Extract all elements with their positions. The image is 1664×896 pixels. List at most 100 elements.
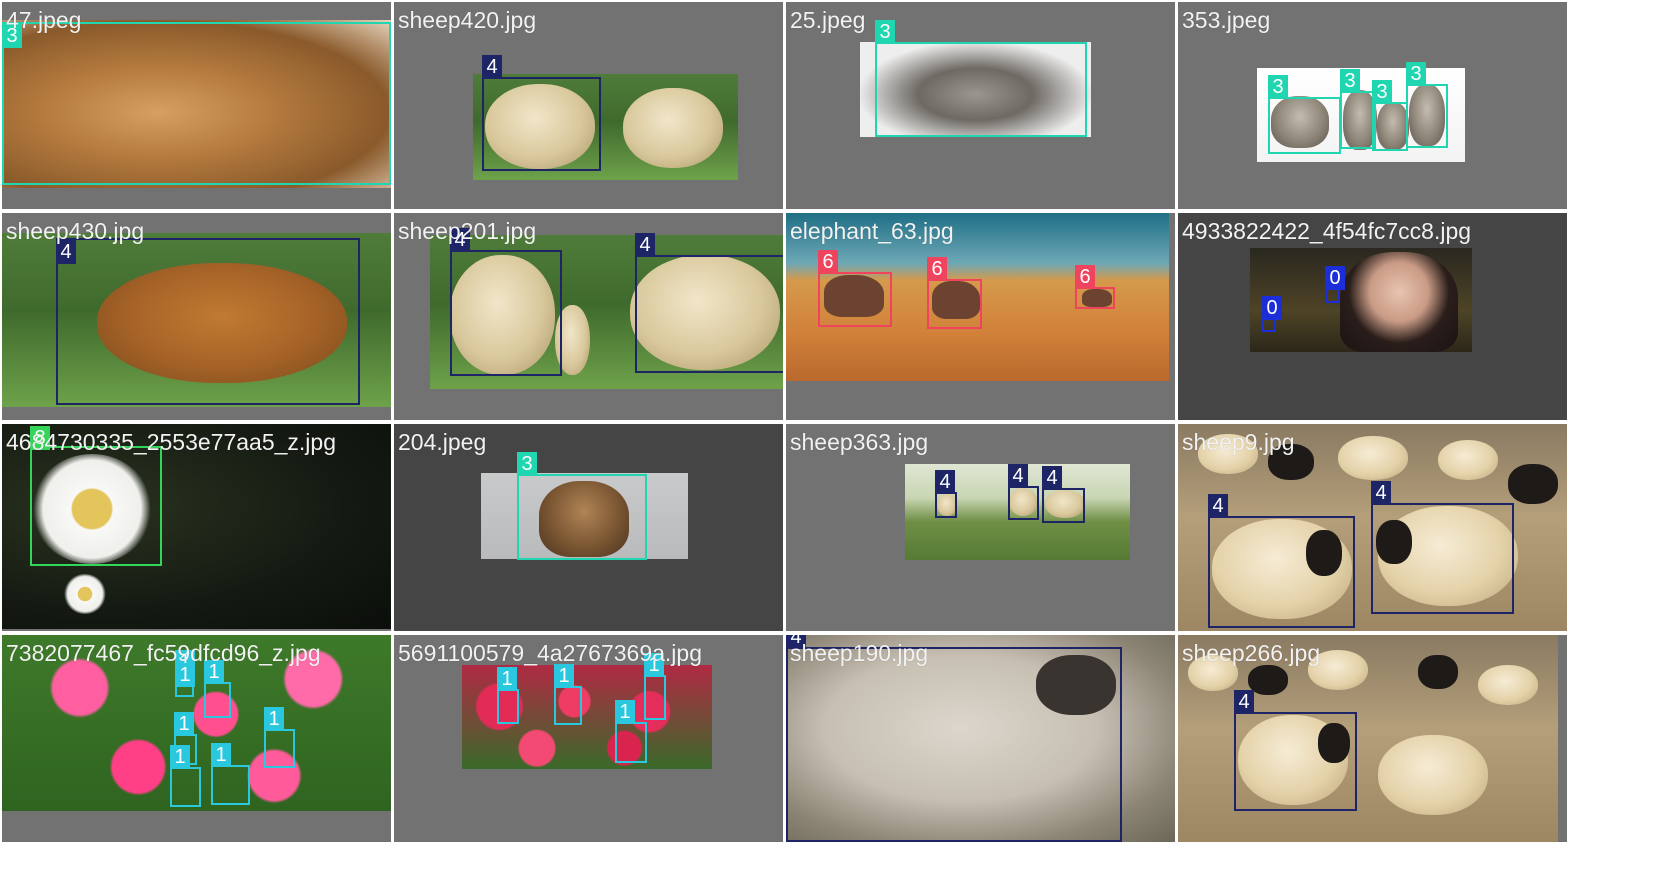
grid-cell[interactable]: 4 4 sheep201.jpg [394,213,783,420]
bounding-box: 4 [1208,494,1355,628]
class-label: 0 [1325,266,1345,290]
image-filename: sheep363.jpg [790,429,929,455]
class-label: 3 [1340,69,1360,93]
image-thumbnail [2,635,391,811]
image-filename: sheep420.jpg [398,7,537,33]
image-filename: 353.jpeg [1182,7,1271,33]
grid-cell[interactable]: 4 4 sheep9.jpg [1178,424,1567,631]
grid-cell[interactable]: 4 sheep190.jpg [786,635,1175,842]
bounding-box: 4 [1042,466,1085,523]
grid-cell[interactable]: 4 sheep420.jpg [394,2,783,209]
bounding-box: 8 [30,426,162,566]
class-label: 3 [875,20,895,44]
grid-cell[interactable]: 4 4 4 sheep363.jpg [786,424,1175,631]
class-label: 1 [644,653,664,677]
image-filename: 204.jpeg [398,429,487,455]
bounding-box: 0 [1262,296,1282,332]
grid-cell[interactable]: 3 204.jpeg [394,424,783,631]
bounding-box: 4 [635,233,783,373]
grid-cell[interactable]: 3 3 3 3 353.jpeg [1178,2,1567,209]
class-label: 4 [1371,481,1391,505]
class-label: 4 [1234,690,1254,714]
bounding-box: 4 [935,470,957,518]
image-thumbnail [481,473,688,559]
bounding-box: 4 [450,228,562,376]
class-label: 4 [1042,466,1062,490]
image-filename: sheep266.jpg [1182,640,1321,666]
class-label: 6 [927,257,947,281]
bounding-box: 1 [554,664,582,725]
bounding-box: 1 [157,663,195,694]
class-label: 1 [174,712,194,736]
bounding-box: 0 [1325,266,1345,303]
bounding-box: 4 [1371,481,1514,614]
grid-cell[interactable]: 1 1 1 1 5691100579_4a2767369a.jpg [394,635,783,842]
class-label: 0 [1262,296,1282,320]
class-label: 4 [450,228,470,252]
class-label: 1 [264,707,284,731]
class-label: 3 [1406,62,1426,86]
bounding-box: 3 [875,20,1087,137]
bounding-box: 4 [482,55,601,171]
bounding-box: 1 [615,700,647,763]
class-label: 1 [175,663,195,687]
image-thumbnail [473,74,738,180]
grid-cell[interactable]: 1 1 1 1 1 1 1 7382077467_fc59dfcd96_z.jp… [2,635,391,842]
image-filename: 25.jpeg [790,7,866,33]
image-filename: elephant_63.jpg [790,218,954,244]
bounding-box: 1 [204,660,231,718]
image-thumbnail [860,42,1091,137]
bounding-box: 3 [1340,69,1376,149]
bounding-box: 4 [1008,464,1039,520]
grid-cell[interactable]: 0 0 4933822422_4f54fc7cc8.jpg [1178,213,1567,420]
class-label: 4 [482,55,502,79]
class-label: 4 [635,233,655,257]
bounding-box: 3 [2,22,391,185]
image-thumbnail [786,213,1169,381]
image-filename: 7382077467_fc59dfcd96_z.jpg [6,640,321,666]
class-label: 1 [615,700,635,724]
class-label: 6 [818,250,838,274]
class-label: 4 [786,635,806,649]
bounding-box: 4 [56,238,360,405]
class-label: 1 [204,660,224,684]
image-thumbnail [1178,424,1567,631]
bounding-box: 4 [1234,690,1357,811]
bounding-box: 4 [786,635,1122,842]
grid-cell[interactable]: 3 25.jpeg [786,2,1175,209]
image-filename: sheep201.jpg [398,218,537,244]
class-label: 3 [1372,80,1392,104]
class-label: 1 [497,667,517,691]
class-label: 1 [170,745,190,769]
image-thumbnail [2,20,391,188]
image-filename: 47.jpeg [6,7,82,33]
image-thumbnail [786,635,1175,842]
image-filename: sheep9.jpg [1182,429,1295,455]
class-label: 3 [517,452,537,476]
image-filename: 4684730335_2553e77aa5_z.jpg [6,429,336,455]
image-filename: sheep190.jpg [790,640,929,666]
bounding-box: 3 [1406,62,1448,148]
class-label: 1 [554,664,574,688]
class-label: 4 [1008,464,1028,488]
grid-cell[interactable]: 4 sheep430.jpg [2,213,391,420]
class-label: 6 [1075,265,1095,289]
grid-cell[interactable]: 4 sheep266.jpg [1178,635,1567,842]
bounding-box: 1 [644,653,666,720]
bounding-box: 6 [1075,265,1115,309]
class-label: 3 [2,24,22,48]
grid-cell[interactable]: 6 6 6 elephant_63.jpg [786,213,1175,420]
grid-cell[interactable]: 3 47.jpeg [2,2,391,209]
class-label: 4 [56,240,76,264]
image-thumbnail [1178,635,1558,842]
image-filename: 5691100579_4a2767369a.jpg [398,640,702,666]
bounding-box: 3 [1268,75,1341,154]
bounding-box: 3 [1372,80,1408,151]
class-label: 3 [1268,75,1288,99]
class-label: 8 [30,426,50,450]
grid-cell[interactable]: 8 4684730335_2553e77aa5_z.jpg [2,424,391,631]
image-filename: sheep430.jpg [6,218,145,244]
class-label: 1 [211,743,231,767]
image-thumbnail [1250,248,1472,352]
